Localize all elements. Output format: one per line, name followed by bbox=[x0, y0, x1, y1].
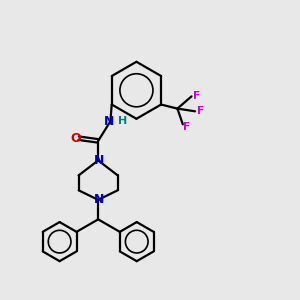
Text: H: H bbox=[118, 116, 127, 126]
Text: O: O bbox=[70, 132, 81, 145]
Text: F: F bbox=[197, 106, 204, 116]
Text: F: F bbox=[183, 122, 190, 131]
Text: N: N bbox=[94, 154, 104, 167]
Text: F: F bbox=[193, 91, 200, 101]
Text: N: N bbox=[94, 193, 104, 206]
Text: N: N bbox=[104, 115, 114, 128]
